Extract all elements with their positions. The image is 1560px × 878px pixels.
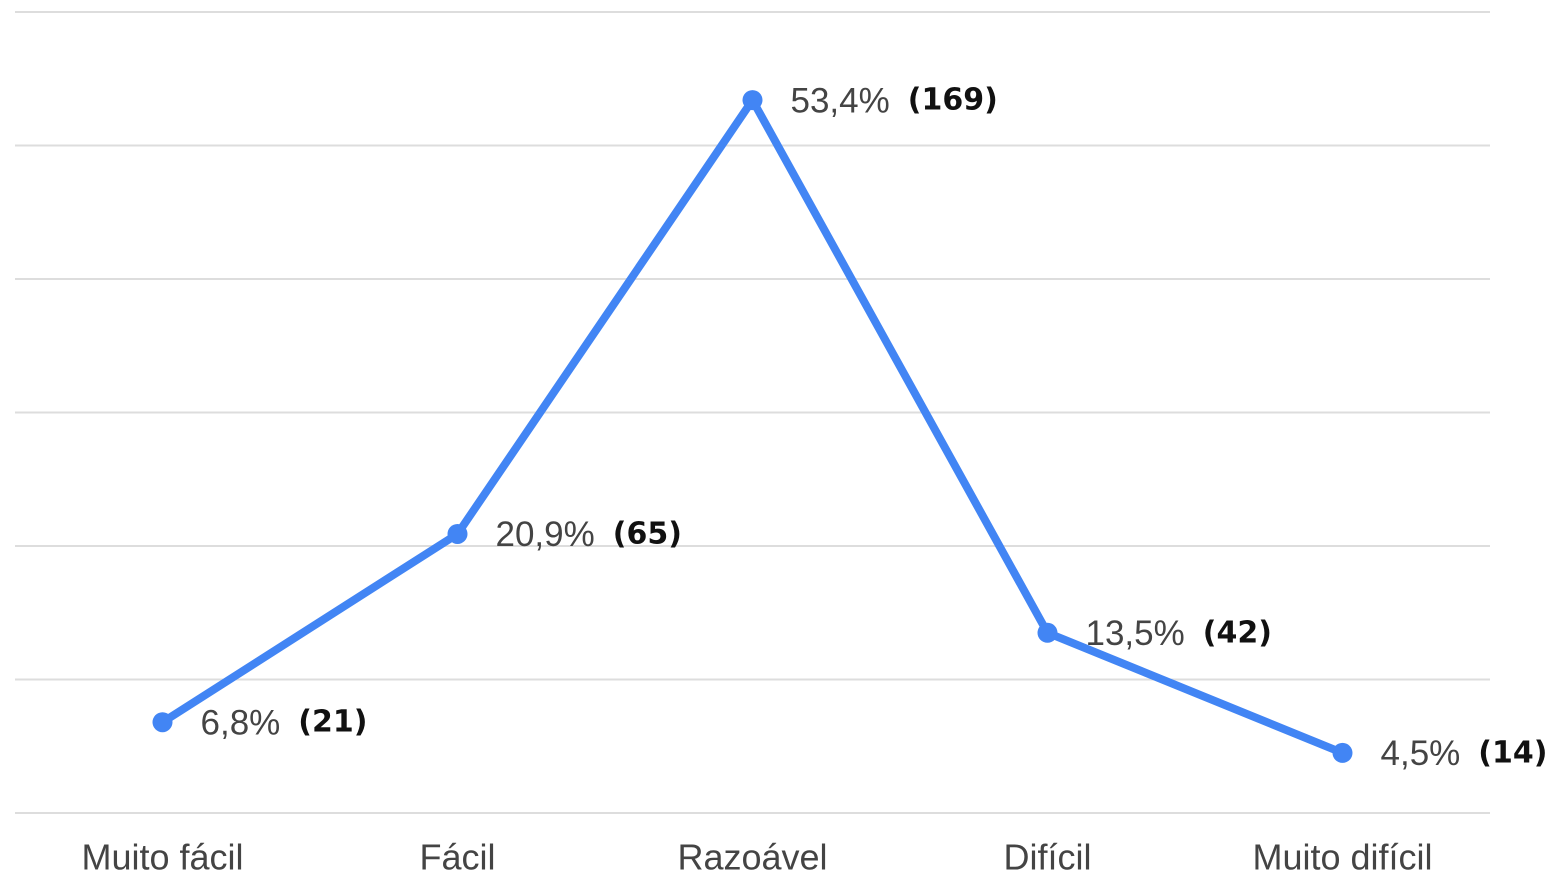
value-label: 6,8% xyxy=(201,703,281,742)
point xyxy=(447,523,468,544)
count-label: (14) xyxy=(1478,735,1547,770)
point xyxy=(1332,742,1353,763)
value-label: 20,9% xyxy=(496,515,595,554)
x-tick-label: Razoável xyxy=(677,837,827,878)
x-tick-label: Fácil xyxy=(419,837,495,878)
count-label: (169) xyxy=(908,83,998,118)
point xyxy=(742,90,763,111)
count-label: (42) xyxy=(1203,615,1272,650)
value-label: 13,5% xyxy=(1086,614,1185,653)
count-label: (21) xyxy=(298,705,367,740)
count-label: (65) xyxy=(613,516,682,551)
value-label: 4,5% xyxy=(1381,734,1461,773)
point xyxy=(152,712,173,733)
x-tick-label: Muito difícil xyxy=(1252,837,1432,878)
value-label: 53,4% xyxy=(791,81,890,120)
x-tick-label: Difícil xyxy=(1004,837,1092,878)
line xyxy=(160,96,1345,757)
point xyxy=(1037,622,1058,643)
x-tick-label: Muito fácil xyxy=(81,837,243,878)
